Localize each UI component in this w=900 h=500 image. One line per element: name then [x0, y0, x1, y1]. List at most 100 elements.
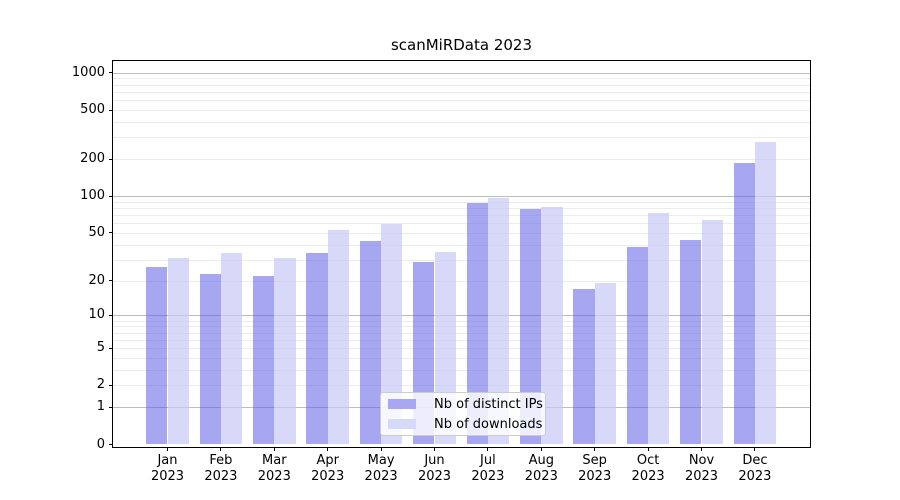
x-tick-mark [754, 447, 756, 451]
y-tick-label: 50 [88, 224, 105, 240]
gridline-minor [113, 122, 810, 124]
bar-distinct-ips [359, 240, 382, 445]
gridline-minor [113, 78, 810, 80]
bar-distinct-ips [199, 273, 221, 445]
y-tick-label: 0 [96, 436, 105, 452]
x-tick-label: Oct 2023 [631, 453, 665, 484]
x-tick-mark [540, 447, 542, 451]
x-tick-mark [273, 447, 275, 451]
x-tick-mark [594, 447, 596, 451]
bar-distinct-ips [253, 275, 275, 445]
y-tick-mark [109, 280, 113, 282]
x-tick-label: Jun 2023 [417, 453, 452, 484]
y-tick-mark [109, 406, 113, 408]
gridline-major [113, 315, 810, 317]
gridline-minor [113, 369, 810, 371]
bar-distinct-ips [146, 267, 168, 445]
x-tick-label: Feb 2023 [204, 453, 238, 484]
y-tick-mark [109, 314, 113, 316]
gridline-minor [113, 385, 810, 387]
gridline-minor [113, 332, 810, 334]
x-tick-label: Jul 2023 [471, 453, 505, 484]
x-tick-label: May 2023 [364, 453, 398, 484]
gridline-minor [113, 215, 810, 217]
gridline-minor [113, 159, 810, 161]
y-tick-label: 2 [96, 377, 105, 393]
gridline-major [113, 72, 810, 74]
legend-swatch-distinct-ips [388, 399, 416, 409]
gridline-minor [113, 91, 810, 93]
legend-label-distinct-ips: Nb of distinct IPs [434, 396, 543, 412]
gridline-minor [113, 137, 810, 139]
legend-item-downloads: Nb of downloads [381, 416, 545, 433]
y-tick-mark [109, 158, 113, 160]
y-tick-label: 200 [80, 151, 105, 167]
bar-distinct-ips [520, 209, 542, 445]
bar-downloads [274, 258, 296, 445]
y-tick-label: 1000 [71, 64, 105, 80]
x-tick-mark [380, 447, 382, 451]
legend-label-downloads: Nb of downloads [434, 416, 543, 432]
chart-title: scanMiRData 2023 [390, 36, 533, 54]
plot-area [112, 60, 811, 448]
x-tick-mark [220, 447, 222, 451]
gridline-minor [113, 280, 810, 282]
bar-distinct-ips [733, 163, 755, 445]
bar-downloads [381, 224, 403, 445]
x-tick-label: Mar 2023 [257, 453, 291, 484]
y-tick-mark [109, 109, 113, 111]
gridline-minor [113, 100, 810, 102]
gridline-minor [113, 84, 810, 86]
x-tick-label: Dec 2023 [738, 453, 772, 484]
gridline-minor [113, 357, 810, 359]
legend-swatch-downloads [388, 419, 416, 429]
y-tick-label: 500 [80, 102, 105, 118]
y-tick-mark [109, 444, 113, 445]
gridline-minor [113, 259, 810, 261]
x-tick-label: Nov 2023 [684, 453, 719, 484]
gridline-minor [113, 326, 810, 328]
bar-downloads [167, 258, 189, 445]
gridline-minor [113, 232, 810, 234]
x-tick-mark [487, 447, 489, 451]
gridline-minor [113, 348, 810, 350]
legend-item-distinct-ips: Nb of distinct IPs [381, 396, 545, 413]
bar-downloads [220, 253, 243, 445]
x-tick-mark [327, 447, 329, 451]
y-tick-label: 20 [88, 272, 105, 288]
bar-distinct-ips [466, 203, 488, 445]
bar-downloads [594, 283, 616, 445]
x-tick-mark [167, 447, 168, 451]
bar-downloads [701, 219, 723, 445]
x-tick-mark [647, 447, 649, 451]
gridline-minor [113, 110, 810, 112]
y-tick-label: 10 [88, 307, 105, 323]
x-tick-mark [701, 447, 702, 451]
y-tick-label: 1 [96, 399, 105, 415]
y-tick-mark [109, 347, 113, 349]
x-tick-label: Aug 2023 [524, 453, 558, 484]
gridline-minor [113, 320, 810, 322]
bar-downloads [754, 142, 777, 445]
x-tick-label: Sep 2023 [578, 453, 612, 484]
bar-distinct-ips [680, 239, 702, 445]
bar-downloads [487, 197, 510, 445]
bar-distinct-ips [306, 253, 328, 445]
y-tick-mark [109, 72, 113, 74]
y-tick-mark [109, 384, 113, 386]
gridline-minor [113, 208, 810, 210]
y-tick-label: 100 [80, 188, 105, 204]
bar-downloads [648, 212, 670, 445]
x-tick-label: Jan 2023 [150, 453, 185, 484]
x-tick-mark [434, 447, 435, 451]
y-tick-label: 5 [96, 340, 105, 356]
y-tick-mark [109, 232, 113, 234]
bar-downloads [327, 229, 349, 445]
bar-distinct-ips [573, 288, 595, 445]
bar-distinct-ips [626, 247, 649, 445]
y-tick-mark [109, 195, 113, 197]
gridline-minor [113, 339, 810, 341]
bar-downloads [541, 207, 563, 445]
x-tick-label: Apr 2023 [311, 453, 345, 484]
